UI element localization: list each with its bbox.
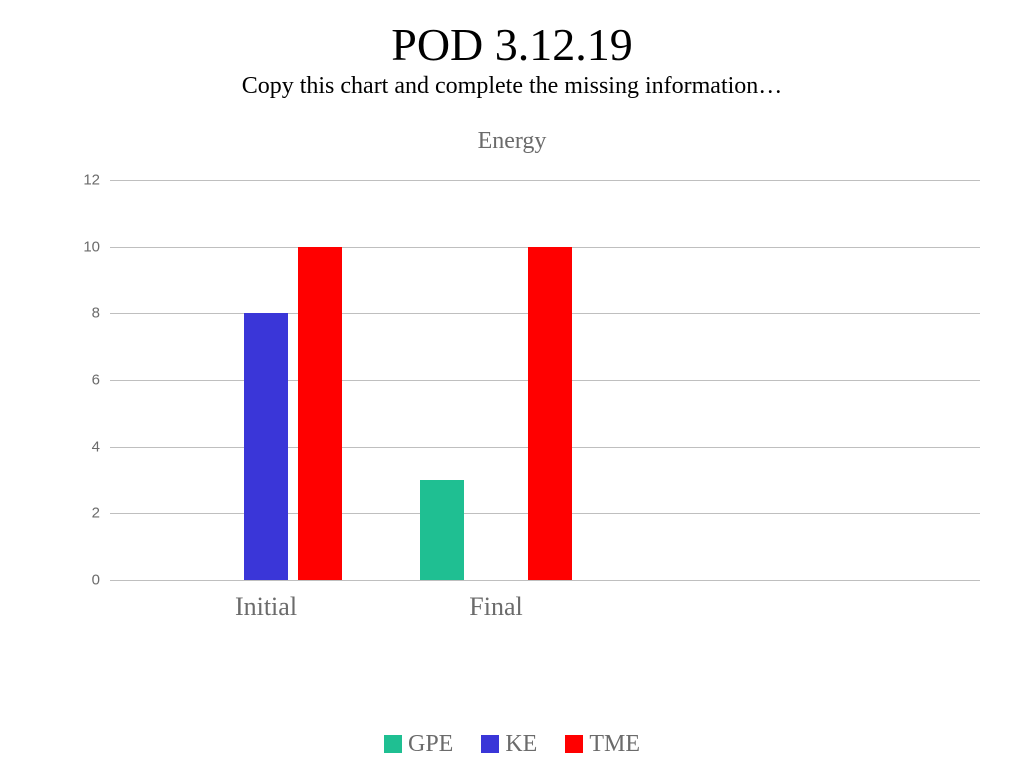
legend-item-gpe: GPE <box>384 731 453 758</box>
legend-item-ke: KE <box>481 731 537 758</box>
legend-swatch <box>565 735 583 753</box>
y-tick-label: 2 <box>60 505 100 522</box>
y-tick-label: 4 <box>60 438 100 455</box>
y-tick-label: 8 <box>60 305 100 322</box>
y-tick-label: 12 <box>60 172 100 189</box>
legend-label: GPE <box>408 731 453 757</box>
y-tick-label: 0 <box>60 572 100 589</box>
y-tick-label: 6 <box>60 372 100 389</box>
y-tick-label: 10 <box>60 238 100 255</box>
x-tick-label: Initial <box>235 592 297 622</box>
legend-swatch <box>384 735 402 753</box>
bar-gpe-final <box>420 480 464 580</box>
x-tick-label: Final <box>469 592 522 622</box>
bar-tme-final <box>528 247 572 580</box>
bar-tme-initial <box>298 247 342 580</box>
legend-item-tme: TME <box>565 731 640 758</box>
gridline <box>110 180 980 181</box>
bar-ke-initial <box>244 313 288 580</box>
chart-legend: GPE KE TME <box>0 731 1024 758</box>
gridline <box>110 580 980 581</box>
plot-area <box>110 180 980 580</box>
legend-swatch <box>481 735 499 753</box>
legend-label: TME <box>589 731 640 757</box>
chart-title: Energy <box>0 128 1024 155</box>
page-subtitle: Copy this chart and complete the missing… <box>0 73 1024 100</box>
energy-chart: 024681012 InitialFinal <box>60 180 980 620</box>
page-title: POD 3.12.19 <box>0 0 1024 71</box>
legend-label: KE <box>505 731 537 757</box>
